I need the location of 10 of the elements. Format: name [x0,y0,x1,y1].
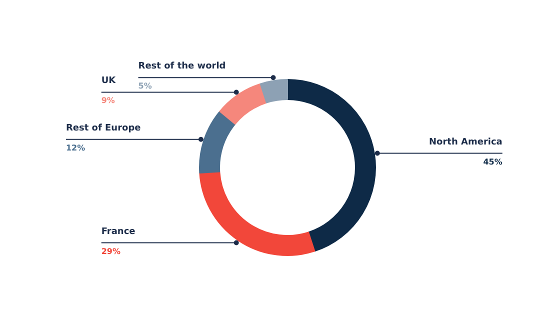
slice-label: Rest of Europe [66,123,141,134]
data-label: 9% [101,96,115,106]
slice-label: Rest of the world [138,62,226,72]
slice-label: France [101,226,136,237]
data-label: 29% [101,246,121,256]
slice-label: North America [429,137,502,148]
data-label: 12% [66,143,86,152]
data-label: 45% [483,157,502,166]
slice-label: UK [101,76,117,86]
data-label: 5% [138,82,152,91]
